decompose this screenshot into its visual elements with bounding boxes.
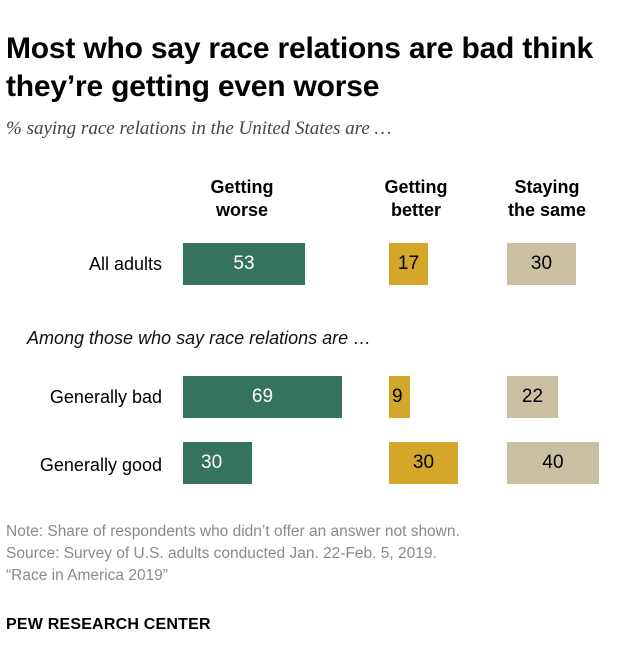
bar-value-label: 30 — [412, 452, 435, 473]
chart-subtitle: % saying race relations in the United St… — [6, 118, 392, 139]
row-label-generally-bad: Generally bad — [49, 387, 162, 407]
brand-label: PEW RESEARCH CENTER — [6, 616, 211, 633]
source-line: Source: Survey of U.S. adults conducted … — [6, 545, 437, 562]
bar-value-label: 30 — [530, 253, 553, 274]
bar-better-1: 17 — [389, 243, 428, 285]
row-label-all-adults: All adults — [88, 254, 162, 274]
bar-value-label: 17 — [397, 253, 420, 274]
bar-value-label: 40 — [542, 452, 564, 473]
bar-value-label: 9 — [392, 386, 403, 407]
chart-title: Most who say race relations are bad thin… — [6, 32, 593, 103]
bar-value-label: 22 — [521, 386, 544, 407]
bar-better-2: 9 — [389, 376, 410, 418]
note-line: Note: Share of respondents who didn’t of… — [6, 523, 460, 540]
bar-worse-3: 30 — [183, 442, 252, 484]
bar-value-label: 53 — [233, 253, 255, 274]
subgroup-heading: Among those who say race relations are … — [27, 328, 372, 348]
column-header-getting-better: Getting better — [384, 177, 448, 220]
bar-worse-1: 53 — [183, 243, 305, 285]
notes: Note: Share of respondents who didn’t of… — [6, 521, 460, 587]
bar-same-3: 40 — [507, 442, 599, 484]
bar-value-label: 30 — [201, 452, 223, 473]
bar-worse-2: 69 — [183, 376, 342, 418]
column-header-staying-same: Staying the same — [507, 177, 587, 220]
bar-same-1: 30 — [507, 243, 576, 285]
column-header-getting-worse: Getting worse — [210, 177, 274, 220]
bar-better-3: 30 — [389, 442, 458, 484]
bar-same-2: 22 — [507, 376, 558, 418]
bar-value-label: 69 — [251, 386, 274, 407]
report-line: “Race in America 2019” — [6, 567, 168, 584]
row-label-generally-good: Generally good — [39, 455, 162, 475]
